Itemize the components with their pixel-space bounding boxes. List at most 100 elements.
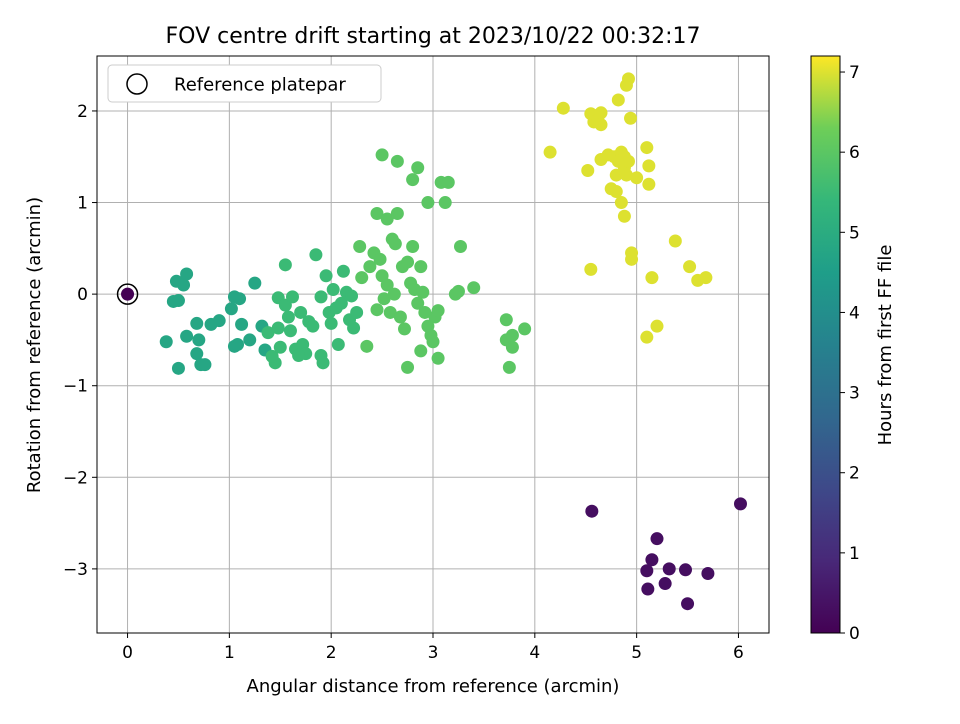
legend-label: Reference platepar bbox=[174, 75, 346, 96]
data-point bbox=[406, 173, 420, 187]
data-point bbox=[642, 177, 656, 191]
grid bbox=[97, 56, 769, 633]
data-point bbox=[180, 329, 194, 343]
data-point bbox=[418, 305, 432, 319]
data-point bbox=[421, 196, 435, 210]
data-point bbox=[314, 290, 328, 304]
colorbar-tick-label: 0 bbox=[849, 624, 860, 644]
data-point bbox=[387, 287, 401, 301]
data-point bbox=[171, 294, 185, 308]
data-point bbox=[380, 278, 394, 292]
data-point bbox=[640, 330, 654, 344]
data-point bbox=[292, 348, 306, 362]
data-point bbox=[243, 333, 257, 347]
data-point bbox=[171, 361, 185, 375]
data-point bbox=[281, 310, 295, 324]
data-point bbox=[326, 283, 340, 297]
data-point bbox=[235, 317, 249, 331]
data-point bbox=[353, 240, 367, 254]
data-point bbox=[640, 564, 654, 578]
legend-marker bbox=[126, 73, 148, 95]
y-tick-label: −1 bbox=[63, 377, 88, 397]
y-tick-label: 0 bbox=[77, 285, 88, 305]
data-point bbox=[630, 171, 644, 185]
x-tick-label: 0 bbox=[122, 643, 133, 663]
legend-box bbox=[107, 64, 382, 103]
colorbar-tick-label: 5 bbox=[849, 223, 860, 243]
data-point bbox=[683, 260, 697, 274]
data-point bbox=[265, 349, 279, 363]
data-point bbox=[271, 321, 285, 335]
data-points bbox=[116, 72, 747, 611]
x-tick-label: 5 bbox=[631, 643, 642, 663]
data-point bbox=[261, 326, 275, 340]
data-point bbox=[331, 338, 345, 351]
data-point bbox=[406, 240, 420, 254]
data-point bbox=[198, 358, 212, 372]
data-point bbox=[585, 504, 599, 518]
data-point bbox=[363, 260, 377, 274]
data-point bbox=[438, 196, 452, 210]
x-tick-label: 1 bbox=[224, 643, 235, 663]
data-point bbox=[431, 351, 445, 365]
x-tick-label: 3 bbox=[428, 643, 439, 663]
data-point bbox=[451, 284, 465, 298]
colorbar-tick-label: 3 bbox=[849, 384, 860, 404]
y-tick-label: −2 bbox=[63, 468, 88, 488]
data-point bbox=[278, 258, 292, 272]
y-axis-ticks: 2 1 0 −1 −2 −3 bbox=[63, 102, 97, 580]
data-point bbox=[273, 340, 287, 354]
data-point bbox=[192, 333, 206, 347]
data-point bbox=[650, 319, 664, 333]
data-point bbox=[388, 237, 402, 251]
reference-point bbox=[121, 287, 135, 301]
data-point bbox=[283, 324, 297, 338]
data-point bbox=[584, 262, 598, 276]
colorbar-tick-label: 4 bbox=[849, 303, 860, 323]
x-tick-label: 6 bbox=[733, 643, 744, 663]
data-point bbox=[377, 292, 391, 306]
data-point bbox=[360, 339, 374, 353]
data-point bbox=[611, 93, 625, 107]
data-point bbox=[467, 281, 481, 295]
data-point bbox=[621, 72, 635, 86]
x-tick-label: 4 bbox=[529, 643, 540, 663]
data-point bbox=[414, 260, 428, 274]
data-point bbox=[306, 319, 320, 333]
data-point bbox=[594, 118, 608, 132]
data-point bbox=[380, 212, 394, 226]
data-point bbox=[180, 267, 194, 281]
colorbar-tick-label: 6 bbox=[849, 143, 860, 163]
data-point bbox=[370, 207, 384, 221]
data-point bbox=[679, 563, 693, 577]
data-point bbox=[502, 360, 516, 374]
data-point bbox=[401, 360, 415, 374]
data-point bbox=[350, 305, 364, 319]
data-point bbox=[224, 302, 238, 316]
colorbar-tick-label: 7 bbox=[849, 63, 860, 83]
data-point bbox=[212, 314, 226, 328]
data-point bbox=[650, 532, 664, 546]
data-point bbox=[556, 101, 570, 115]
x-axis-label: Angular distance from reference (arcmin) bbox=[247, 676, 620, 697]
data-point bbox=[617, 209, 631, 223]
data-point bbox=[505, 328, 519, 342]
data-point bbox=[619, 168, 633, 182]
data-point bbox=[190, 347, 204, 361]
data-point bbox=[233, 292, 247, 306]
y-axis-label: Rotation from reference (arcmin) bbox=[24, 197, 45, 493]
data-point bbox=[370, 303, 384, 317]
data-point bbox=[518, 322, 532, 336]
data-point bbox=[581, 163, 595, 177]
x-axis-ticks: 0 1 2 3 4 5 6 bbox=[122, 633, 744, 663]
data-point bbox=[345, 289, 359, 303]
legend: Reference platepar bbox=[107, 64, 382, 103]
colorbar-gradient bbox=[810, 55, 841, 634]
data-point bbox=[441, 175, 455, 189]
data-point bbox=[642, 159, 656, 173]
data-point bbox=[625, 252, 639, 266]
data-point bbox=[645, 271, 659, 285]
data-point bbox=[248, 276, 262, 290]
